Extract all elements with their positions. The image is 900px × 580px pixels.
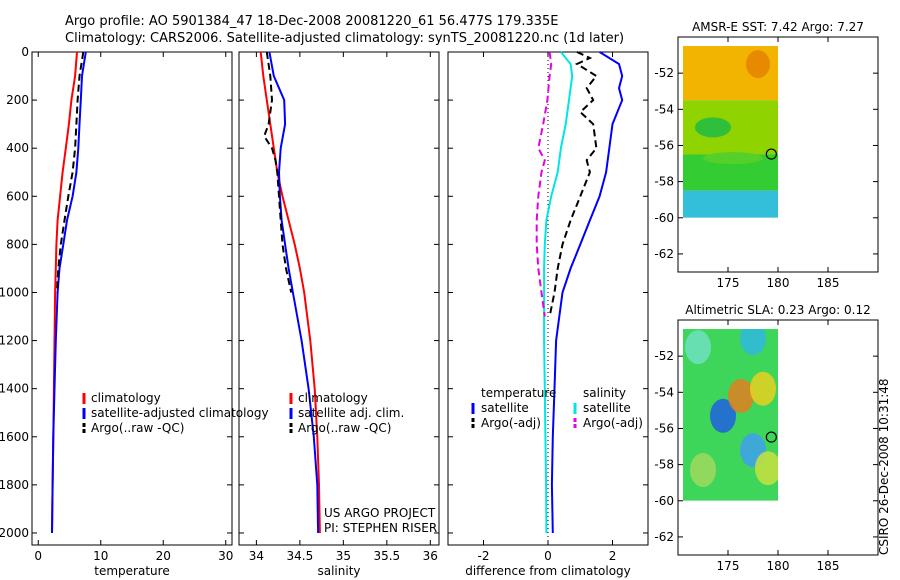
figure-title-line2: Climatology: CARS2006. Satellite-adjuste… xyxy=(65,31,624,46)
temperature-series-line xyxy=(51,51,87,534)
depth-tick-label: 200 xyxy=(6,93,29,107)
sla-map-ytick-label: -58 xyxy=(654,458,674,472)
legend-entry: satellite xyxy=(481,401,529,415)
sla-map-ytick-label: -52 xyxy=(654,349,674,363)
sla-map-ytick-label: -54 xyxy=(654,385,674,399)
salinity-series-line xyxy=(259,51,321,534)
sst-map-ytick-label: -52 xyxy=(654,66,674,80)
sla-map-feature xyxy=(755,451,778,486)
salinity-axes-frame xyxy=(238,51,440,546)
legend-header-salinity: salinity xyxy=(583,386,626,400)
temperature-xaxis-label: temperature xyxy=(94,564,169,578)
side-timestamp-label: CSIRO 26-Dec-2008 10:31:48 xyxy=(877,378,891,555)
sst-map-ytick-label: -58 xyxy=(654,175,674,189)
temperature-series-line xyxy=(56,51,85,293)
temperature-xtick-label: 30 xyxy=(218,549,233,563)
project-annotation: US ARGO PROJECT xyxy=(324,506,436,520)
legend-entry: satellite xyxy=(583,401,631,415)
temperature-series-line xyxy=(51,51,78,534)
legend-header-temperature: temperature xyxy=(481,386,556,400)
salinity-series-line xyxy=(268,51,320,534)
depth-tick-label: 600 xyxy=(6,189,29,203)
temperature-xtick-label: 10 xyxy=(93,549,108,563)
sst-map-patch xyxy=(695,117,731,138)
salinity-xtick-label: 35.5 xyxy=(373,549,400,563)
sst-map-patch xyxy=(746,50,770,79)
temperature-xtick-label: 20 xyxy=(156,549,171,563)
legend-entry: Argo(..raw -QC) xyxy=(298,421,391,435)
salinity-xaxis-label: salinity xyxy=(317,564,360,578)
sst-map-patch xyxy=(703,152,763,165)
sla-map-feature xyxy=(710,398,736,433)
salinity-xtick-label: 36 xyxy=(423,549,438,563)
panel-sst-map: AMSR-E SST: 7.42 Argo: 7.27 175 180 185 -52 -… xyxy=(654,20,879,290)
difference-xtick-label: -2 xyxy=(477,549,489,563)
sla-map-image xyxy=(683,329,778,501)
sst-map-ytick-label: -54 xyxy=(654,102,674,116)
sla-map-ytick-label: -56 xyxy=(654,421,674,435)
salinity-xtick-label: 34 xyxy=(249,549,264,563)
difference-series-line xyxy=(535,51,553,317)
difference-xtick-label: 2 xyxy=(609,549,617,563)
sla-map-ytick-label: -62 xyxy=(654,530,674,544)
legend-entry: satellite-adjusted climatology xyxy=(91,406,269,420)
figure-title-line1: Argo profile: AO 5901384_47 18-Dec-2008 … xyxy=(65,14,559,29)
legend-entry: climatology xyxy=(298,391,368,405)
sla-map-feature xyxy=(690,453,716,488)
sla-map-title: Altimetric SLA: 0.23 Argo: 0.12 xyxy=(685,303,870,317)
depth-tick-label: 1600 xyxy=(0,430,29,444)
sla-map-xtick-label: 185 xyxy=(817,559,840,573)
depth-tick-label: 2000 xyxy=(0,526,29,540)
difference-series-line xyxy=(550,51,624,534)
depth-tick-label: 1400 xyxy=(0,382,29,396)
panel-sla-map: Altimetric SLA: 0.23 Argo: 0.12 175 180 185… xyxy=(654,303,879,573)
sst-map-ytick-label: -62 xyxy=(654,247,674,261)
legend-entry: Argo(-adj) xyxy=(481,416,541,430)
sla-map-feature xyxy=(750,371,776,406)
depth-tick-label: 1800 xyxy=(0,478,29,492)
salinity-series-line xyxy=(263,51,293,293)
sst-map-xtick-label: 180 xyxy=(767,276,790,290)
depth-tick-label: 1200 xyxy=(0,334,29,348)
temperature-xtick-label: 0 xyxy=(34,549,42,563)
legend-entry: Argo(..raw -QC) xyxy=(91,421,184,435)
difference-axes-frame xyxy=(447,51,649,546)
panel-temperature: 0 10 20 30 0 200 400 600 800 1000 1200 1400 1600 1800… xyxy=(0,45,269,578)
sla-map-float-marker xyxy=(765,431,777,443)
difference-series-line xyxy=(548,51,598,317)
sst-map-xtick-label: 185 xyxy=(817,276,840,290)
plots-group: 0 10 20 30020040060080010001200140016001800… xyxy=(0,20,879,578)
legend-entry: Argo(-adj) xyxy=(583,416,643,430)
legend-entry: satellite adj. clim. xyxy=(298,406,404,420)
sst-map-xtick-label: 175 xyxy=(717,276,740,290)
salinity-xtick-label: 35 xyxy=(336,549,351,563)
sst-map-title: AMSR-E SST: 7.42 Argo: 7.27 xyxy=(692,20,864,34)
sla-map-xtick-label: 175 xyxy=(717,559,740,573)
temperature-axes-frame xyxy=(31,51,233,546)
project-annotation: PI: STEPHEN RISER xyxy=(324,521,437,535)
sst-map-float-marker xyxy=(765,148,777,160)
depth-tick-label: 1000 xyxy=(0,285,29,299)
sla-map-feature xyxy=(685,330,711,365)
depth-tick-label: 0 xyxy=(21,45,29,59)
sla-map-xtick-label: 180 xyxy=(767,559,790,573)
legend-entry: climatology xyxy=(91,391,161,405)
sla-map-feature xyxy=(740,329,766,356)
difference-series-line xyxy=(543,51,574,534)
sst-map-image xyxy=(683,46,778,218)
sla-map-feature xyxy=(728,378,754,413)
salinity-xtick-label: 34.5 xyxy=(287,549,314,563)
difference-xaxis-label: difference from climatology xyxy=(465,564,631,578)
difference-xtick-label: 0 xyxy=(544,549,552,563)
panel-salinity: 34 34.5 35 35.5 36 salinity climatologysatelli… xyxy=(238,51,440,578)
sst-map-ytick-label: -56 xyxy=(654,138,674,152)
sla-map-ytick-label: -60 xyxy=(654,494,674,508)
sst-map-color-band xyxy=(683,190,778,218)
depth-tick-label: 400 xyxy=(6,141,29,155)
depth-tick-label: 800 xyxy=(6,237,29,251)
sst-map-ytick-label: -60 xyxy=(654,211,674,225)
